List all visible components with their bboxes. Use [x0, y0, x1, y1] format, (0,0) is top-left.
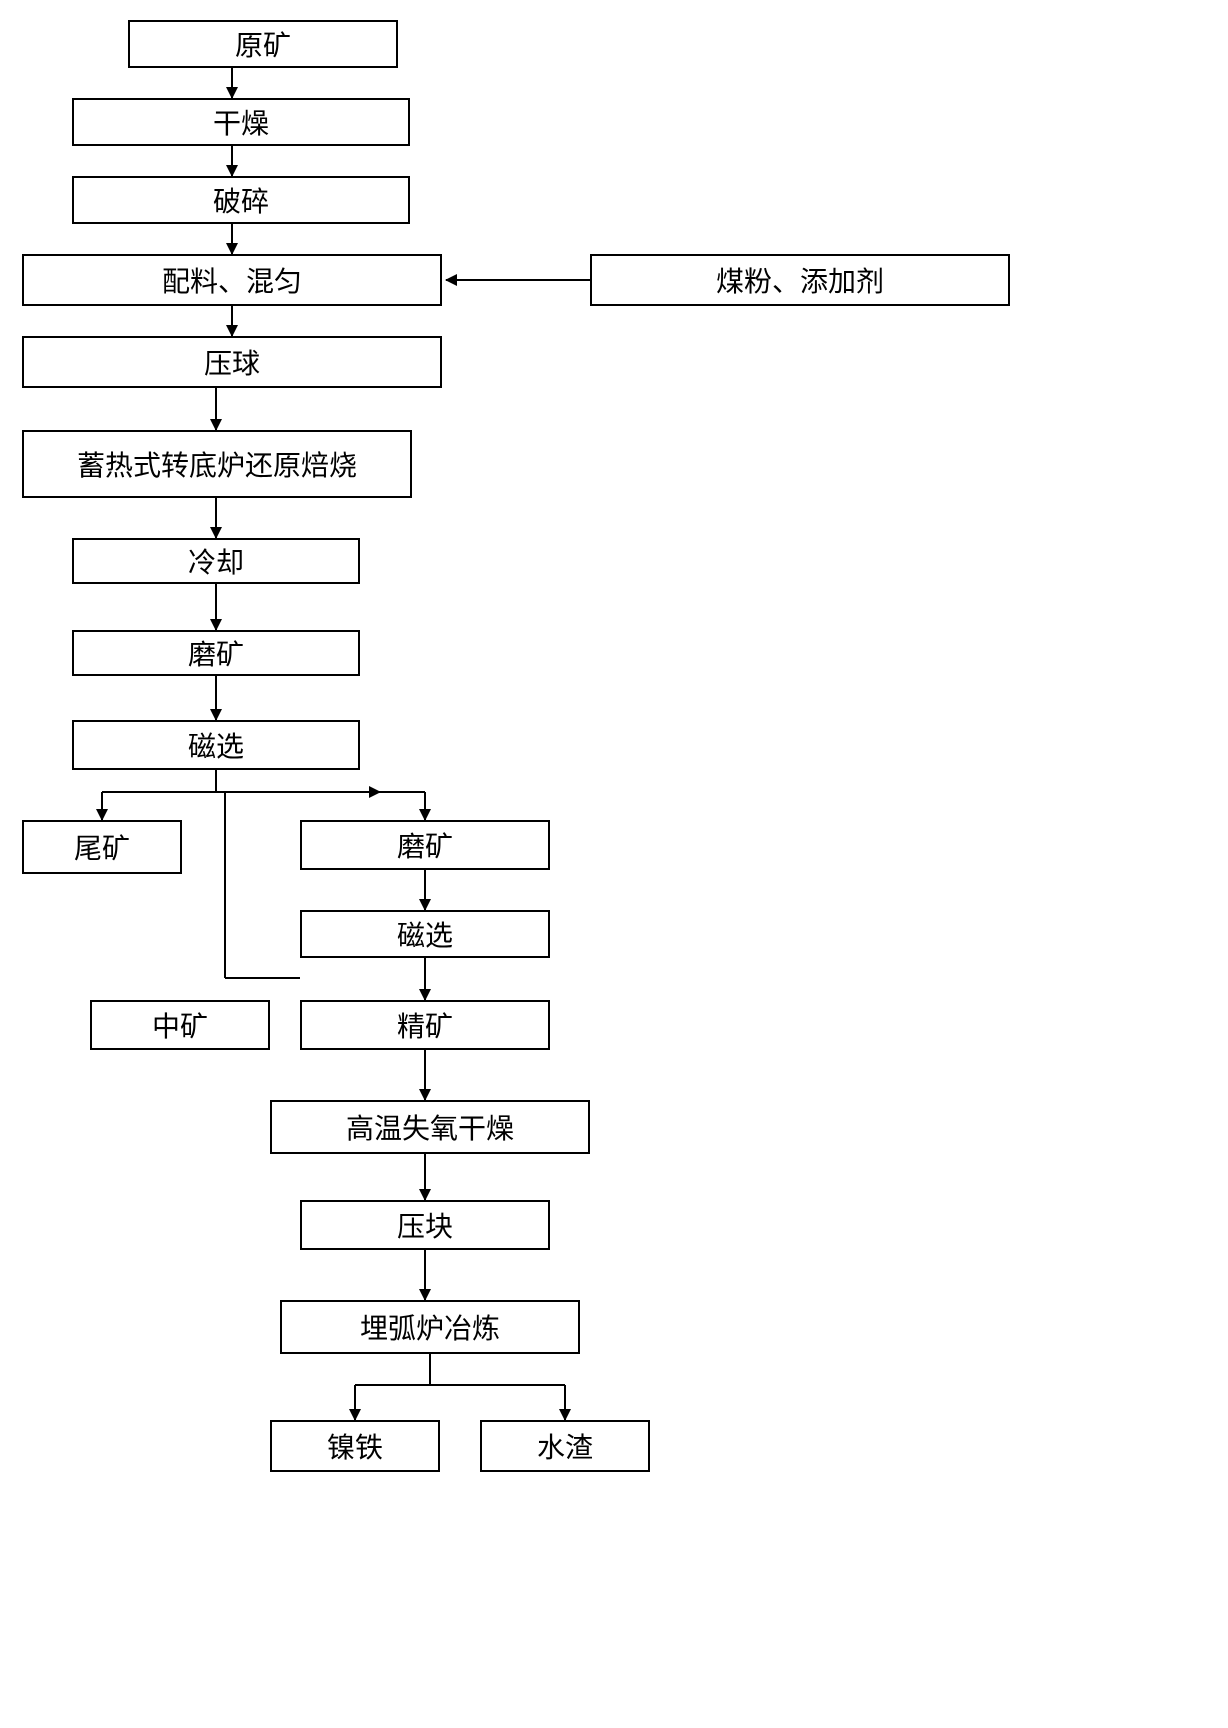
node-middlings: 中矿: [90, 1000, 270, 1050]
node-raw-ore: 原矿: [128, 20, 398, 68]
node-cooling: 冷却: [72, 538, 360, 584]
node-magsep-1: 磁选: [72, 720, 360, 770]
node-magsep-2: 磁选: [300, 910, 550, 958]
node-saf-smelting: 埋弧炉冶炼: [280, 1300, 580, 1354]
node-grinding-2: 磨矿: [300, 820, 550, 870]
node-grinding-1: 磨矿: [72, 630, 360, 676]
node-tailings: 尾矿: [22, 820, 182, 874]
node-ht-drying: 高温失氧干燥: [270, 1100, 590, 1154]
node-ferronickel: 镍铁: [270, 1420, 440, 1472]
node-briquetting: 压球: [22, 336, 442, 388]
node-rhf-roasting: 蓄热式转底炉还原焙烧: [22, 430, 412, 498]
node-concentrate: 精矿: [300, 1000, 550, 1050]
node-drying: 干燥: [72, 98, 410, 146]
node-mixing: 配料、混匀: [22, 254, 442, 306]
node-pressing: 压块: [300, 1200, 550, 1250]
node-crushing: 破碎: [72, 176, 410, 224]
node-coal-additives: 煤粉、添加剂: [590, 254, 1010, 306]
node-slag: 水渣: [480, 1420, 650, 1472]
